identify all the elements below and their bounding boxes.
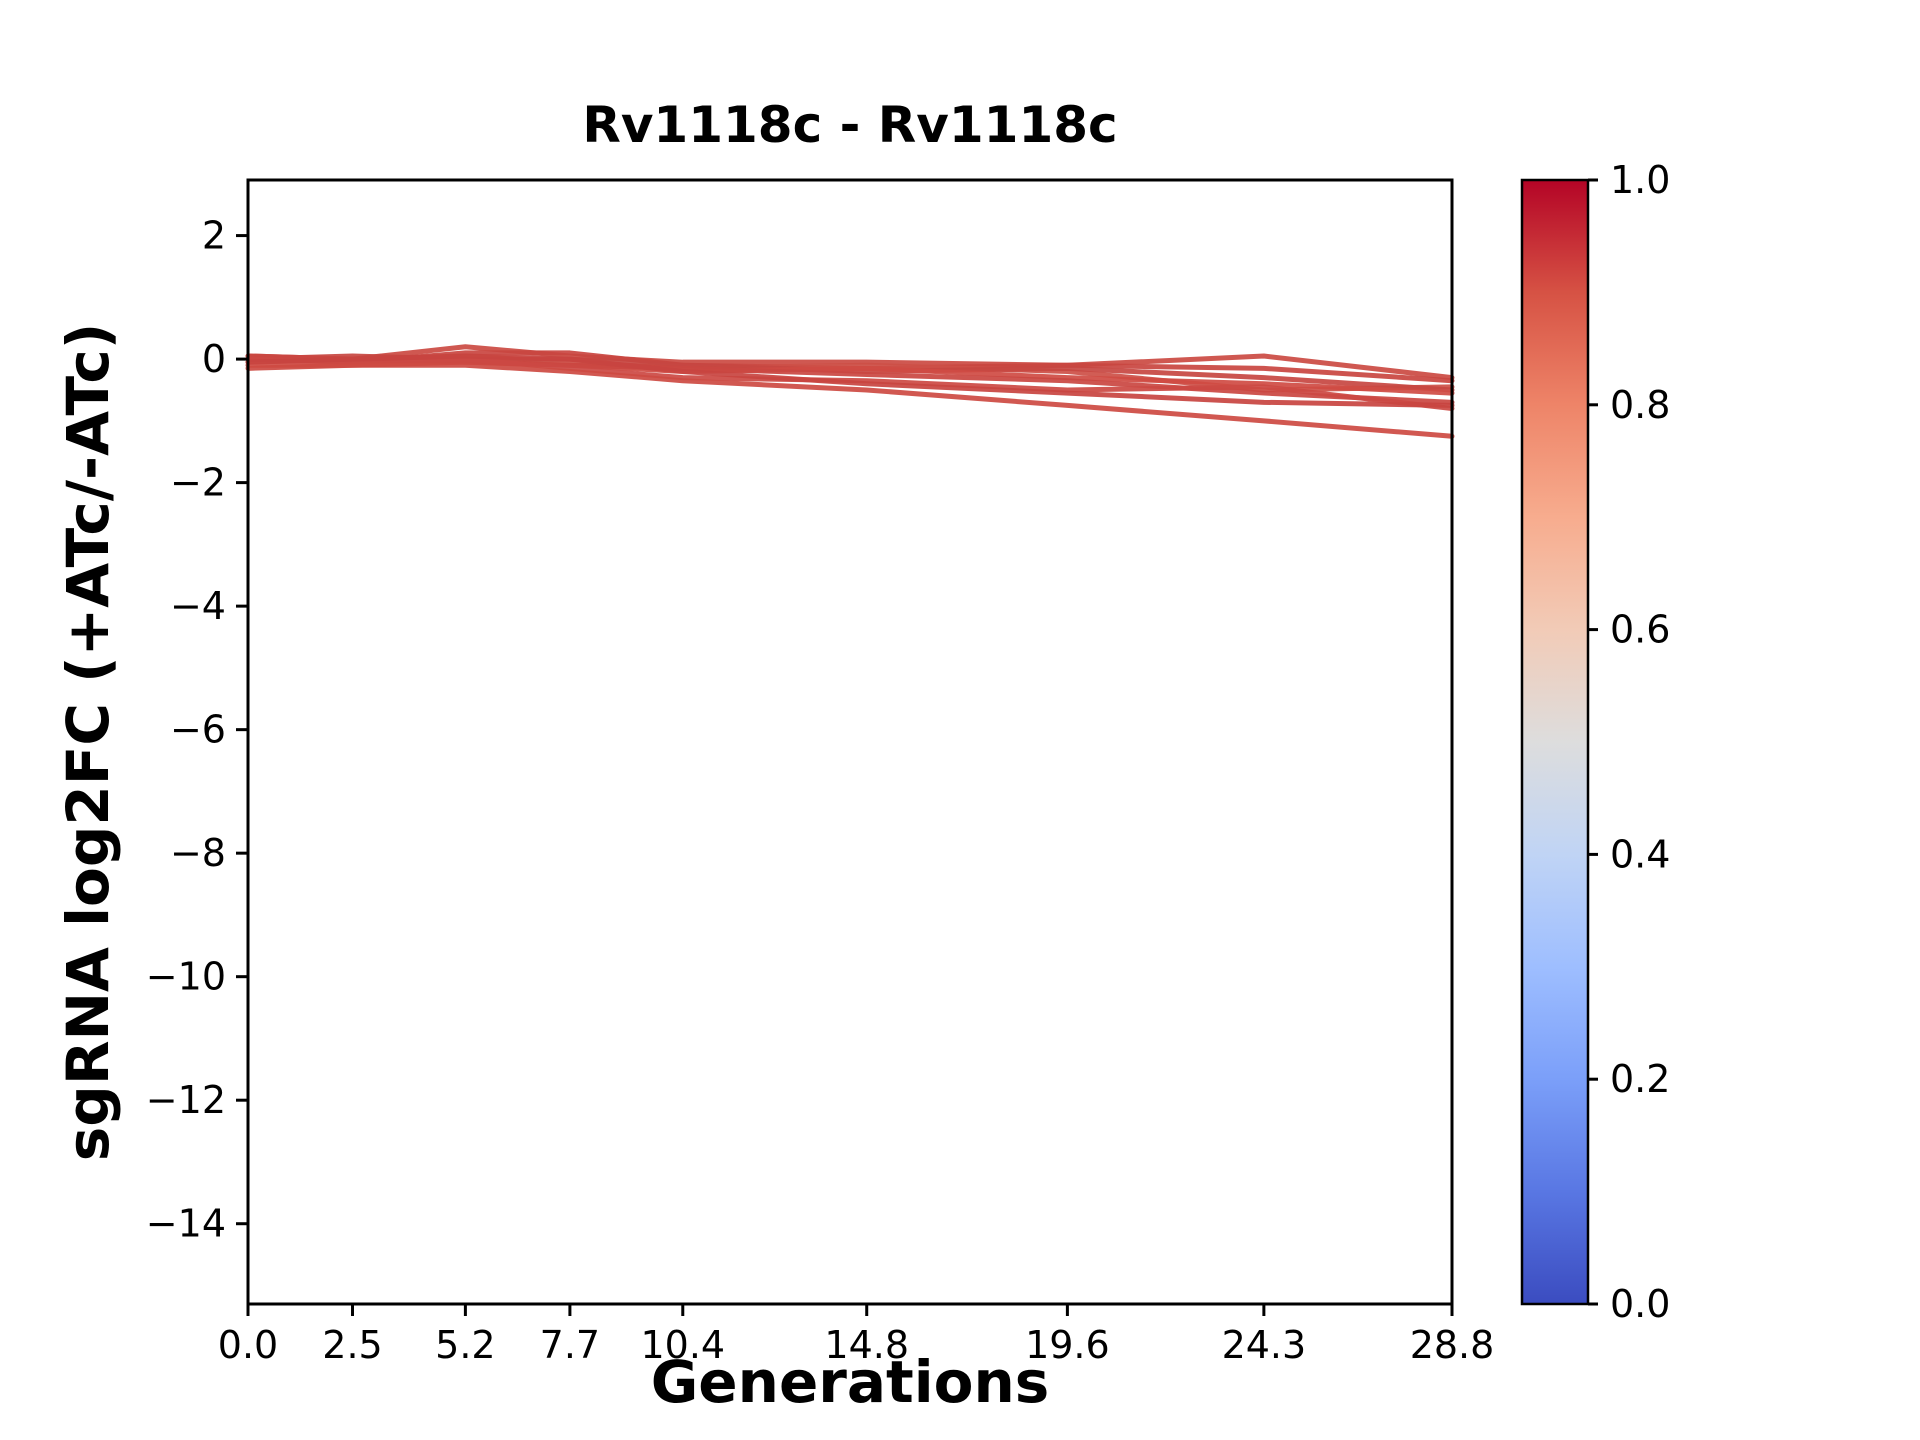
plot-area-border — [246, 178, 1454, 1306]
y-tick-label: −10 — [146, 955, 226, 999]
colorbar-tick-label: 1.0 — [1610, 158, 1670, 202]
colorbar-tick-label: 0.6 — [1610, 608, 1670, 652]
colorbar-tick-label: 0.4 — [1610, 832, 1670, 876]
chart-title: Rv1118c - Rv1118c — [582, 96, 1118, 154]
y-tick-label: 0 — [202, 337, 226, 381]
y-tick-label: −8 — [170, 831, 226, 875]
y-tick-label: −2 — [170, 461, 226, 505]
x-tick-label: 19.6 — [1025, 1323, 1110, 1367]
series-line — [245, 362, 1455, 439]
x-tick-label: 5.2 — [435, 1323, 495, 1367]
x-tick-label: 2.5 — [322, 1323, 382, 1367]
x-tick-label: 24.3 — [1222, 1323, 1307, 1367]
y-tick-label: −4 — [170, 584, 226, 628]
colorbar-tick-label: 0.8 — [1610, 383, 1670, 427]
y-tick-label: 2 — [202, 214, 226, 258]
colorbar-tick-label: 0.2 — [1610, 1057, 1670, 1101]
y-tick-label: −12 — [146, 1078, 226, 1122]
x-tick-label: 28.8 — [1410, 1323, 1495, 1367]
y-tick-label: −6 — [170, 708, 226, 752]
x-axis-label: Generations — [650, 1348, 1050, 1416]
colorbar-tick-label: 0.0 — [1610, 1282, 1670, 1326]
x-tick-label: 0.0 — [218, 1323, 278, 1367]
series-line — [245, 356, 1455, 412]
x-tick-label: 7.7 — [540, 1323, 600, 1367]
x-tick-label: 14.8 — [824, 1323, 909, 1367]
y-tick-label: −14 — [146, 1202, 226, 1246]
x-tick-label: 10.4 — [640, 1323, 725, 1367]
series-line — [245, 353, 1455, 408]
colorbar — [1520, 178, 1590, 1306]
